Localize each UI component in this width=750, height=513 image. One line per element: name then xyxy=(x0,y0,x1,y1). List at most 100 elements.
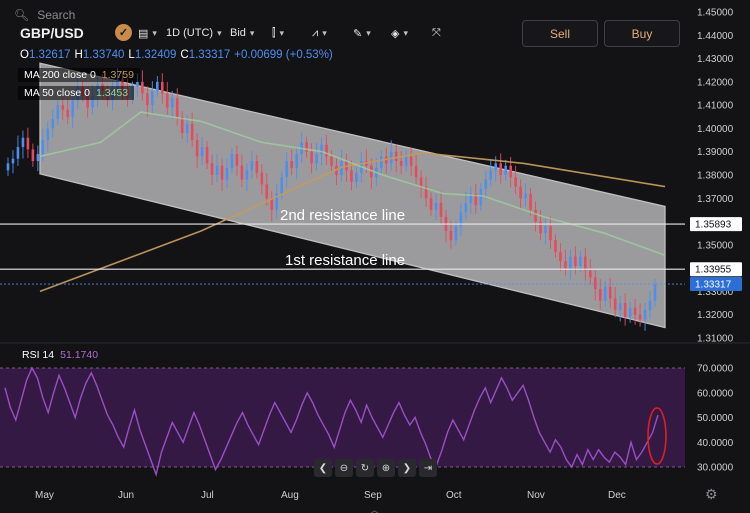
descending-channel xyxy=(39,62,666,329)
sell-button[interactable]: Sell xyxy=(522,20,598,47)
candle-body xyxy=(315,154,318,164)
reset-button[interactable]: ↻ xyxy=(356,459,374,477)
open-value: 1.32617 xyxy=(28,49,71,61)
price-tick-label: 1.35000 xyxy=(697,240,734,251)
rsi-tick-label: 60.0000 xyxy=(697,388,734,399)
layers-icon: ◈ xyxy=(391,27,400,40)
rsi-value: 51.1740 xyxy=(60,349,99,361)
close-label: C xyxy=(180,49,189,61)
month-tick-label: Jul xyxy=(201,490,214,501)
settings-gear-icon[interactable]: ⚙ xyxy=(705,486,718,502)
price-tick-label: 1.39000 xyxy=(697,147,734,158)
interval-select[interactable]: 1D (UTC) ▾ xyxy=(166,23,222,43)
resistance-2-price-tag-bg xyxy=(690,217,742,232)
ma50-value: 1.3453 xyxy=(95,87,129,99)
chevron-left-icon: ❮ xyxy=(318,462,328,474)
month-tick-label: May xyxy=(35,490,54,501)
price-tick-label: 1.32000 xyxy=(697,310,734,321)
candle-body xyxy=(200,147,204,157)
candle-body xyxy=(414,165,418,178)
candle-body xyxy=(215,165,219,175)
candle-body xyxy=(305,142,308,152)
symbol-title[interactable]: GBP/USD xyxy=(20,25,84,41)
chevron-down-icon: ▾ xyxy=(366,27,371,38)
candle-body xyxy=(21,137,25,148)
candle-body xyxy=(136,81,139,87)
candle-body xyxy=(265,184,269,199)
candle-body xyxy=(419,177,423,187)
candle-body xyxy=(350,170,353,182)
chevron-down-icon: ▾ xyxy=(322,27,327,38)
candle-body xyxy=(544,226,547,234)
price-tick-label: 1.42000 xyxy=(697,77,734,88)
candle-body xyxy=(584,256,587,271)
time-axis: May Jun Jul Aug Sep Oct Nov Dec xyxy=(35,490,626,501)
go-to-latest-button[interactable]: ⇥ xyxy=(419,459,437,477)
verified-check-icon[interactable]: ✓ xyxy=(115,24,132,41)
candles-icon: ⫿ xyxy=(272,26,276,39)
ma200-legend[interactable]: MA 200 close 0 1.3759 xyxy=(18,68,140,82)
candle-body xyxy=(146,93,149,106)
candle-body xyxy=(479,188,483,206)
open-label: O xyxy=(20,49,29,61)
chevron-down-icon: ▾ xyxy=(152,27,157,38)
candle-body xyxy=(220,165,224,180)
price-type-label: Bid xyxy=(230,27,246,39)
zoom-in-button[interactable]: ⊕ xyxy=(377,459,395,477)
candle-body xyxy=(295,154,298,169)
candle-body xyxy=(160,81,164,94)
rsi-legend[interactable]: RSI 14 51.1740 xyxy=(22,349,98,361)
drawing-tools-button[interactable]: ✎ ▾ xyxy=(353,23,371,43)
resistance-1-price-tag: 1.33955 xyxy=(695,265,732,276)
candle-body xyxy=(618,303,622,311)
candle-body xyxy=(494,163,498,171)
candle-body xyxy=(195,140,199,157)
price-type-select[interactable]: Bid ▾ xyxy=(230,23,254,43)
zoom-out-button[interactable]: ⊖ xyxy=(335,459,353,477)
candle-body xyxy=(424,186,428,199)
candle-body xyxy=(638,314,642,320)
candle-body xyxy=(180,116,184,134)
candle-body xyxy=(270,198,274,210)
candlestick-series xyxy=(6,68,657,331)
collapse-chevron-icon[interactable]: ︿ xyxy=(370,505,380,513)
candle-body xyxy=(434,202,438,210)
reset-icon: ↻ xyxy=(360,462,370,474)
candle-body xyxy=(404,156,408,166)
search-box[interactable]: 🔍︎ Search xyxy=(14,8,75,22)
indicators-icon: ⩘ xyxy=(312,26,319,39)
rsi-tick-label: 50.0000 xyxy=(697,413,734,424)
candle-body xyxy=(66,109,70,117)
scroll-left-button[interactable]: ❮ xyxy=(314,459,332,477)
ma50-legend[interactable]: MA 50 close 0 1.3453 xyxy=(18,86,135,100)
ohlc-readout: O1.32617 H1.33740 L1.32409 C1.33317 +0.0… xyxy=(20,49,333,61)
buy-button[interactable]: Buy xyxy=(604,20,680,47)
fullscreen-button[interactable]: ⤧ xyxy=(432,23,441,43)
candle-body xyxy=(16,147,20,159)
chart-type-button[interactable]: ⫿ ▾ xyxy=(272,23,284,43)
candle-body xyxy=(56,105,60,120)
rsi-series xyxy=(4,366,667,477)
chevron-right-icon: ❯ xyxy=(402,462,412,474)
candle-body xyxy=(603,286,607,301)
price-channel xyxy=(39,62,666,329)
resistance-2-price-tag: 1.35893 xyxy=(695,220,732,231)
resistance-1-price-tag-bg xyxy=(690,262,742,277)
scroll-right-button[interactable]: ❯ xyxy=(398,459,416,477)
candle-body xyxy=(469,193,473,203)
candle-body xyxy=(185,123,189,134)
chevron-down-icon: ▾ xyxy=(279,27,285,38)
indicators-button[interactable]: ⩘ ▾ xyxy=(312,23,327,43)
layers-button[interactable]: ◈ ▾ xyxy=(391,23,408,43)
candle-body xyxy=(116,79,119,89)
candle-body xyxy=(290,161,293,169)
candle-body xyxy=(524,193,527,199)
candle-body xyxy=(165,93,169,108)
candle-body xyxy=(260,172,264,185)
price-tick-label: 1.41000 xyxy=(697,101,734,112)
candle-body xyxy=(633,307,637,315)
chart-template-button[interactable]: ▤ ▾ xyxy=(138,23,157,43)
candle-body xyxy=(613,298,617,311)
